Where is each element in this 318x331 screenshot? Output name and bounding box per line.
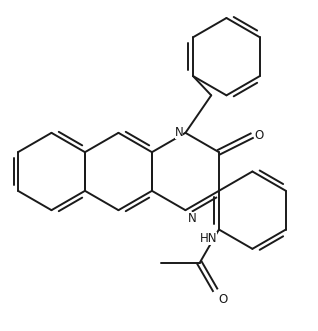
Text: O: O (255, 129, 264, 142)
Text: HN: HN (199, 231, 217, 245)
Text: N: N (175, 126, 183, 139)
Text: N: N (187, 212, 196, 225)
Text: O: O (218, 293, 227, 306)
